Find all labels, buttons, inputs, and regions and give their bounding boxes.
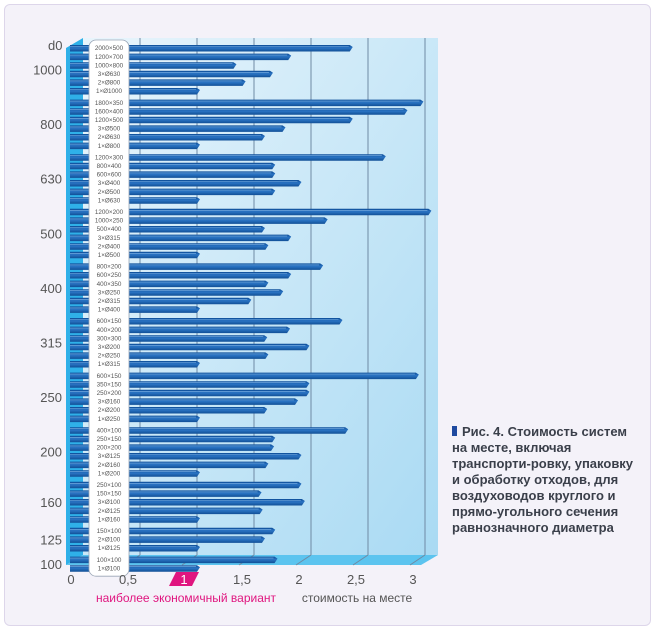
bar-label: 350×150 — [97, 381, 122, 388]
bar-label-box — [88, 39, 130, 577]
bar-label: 2×Ø630 — [98, 134, 121, 141]
bar-label: 3×Ø400 — [98, 180, 121, 187]
bar-label: 2×Ø400 — [98, 243, 121, 250]
x-tick-label: 2 — [295, 572, 302, 587]
bar-label: 1200×200 — [95, 209, 124, 216]
caption-marker — [452, 426, 457, 436]
bar-label: 2×Ø200 — [98, 407, 121, 414]
bar-label: 400×350 — [97, 281, 122, 288]
d0-label: 315 — [40, 336, 62, 351]
bar-label: 250×200 — [97, 390, 122, 397]
bar-label: 100×100 — [97, 557, 122, 564]
bar-label: 1600×400 — [95, 108, 124, 115]
bar-label: 2×Ø315 — [98, 298, 121, 305]
bar-label: 150×150 — [97, 491, 122, 498]
y-axis-header: d0 — [48, 38, 62, 53]
bar-label: 3×Ø250 — [98, 289, 121, 296]
bar-label: 3×Ø100 — [98, 499, 121, 506]
d0-labels: 1000 800 630 500 400 315 250 200 160 125 100 — [33, 63, 62, 572]
bar-label: 600×250 — [97, 272, 122, 279]
bar-label: 500×400 — [97, 226, 122, 233]
d0-label: 100 — [40, 557, 62, 572]
bar-label: 1×Ø315 — [98, 361, 121, 368]
bar-label: 1×Ø100 — [98, 565, 121, 572]
highlight-tick-marker — [169, 572, 199, 586]
bar-label: 1200×700 — [95, 54, 124, 61]
bar-label: 2×Ø160 — [98, 462, 121, 469]
bar-label: 250×150 — [97, 436, 122, 443]
bar-label: 150×100 — [97, 528, 122, 535]
caption-figure-number: Рис. 4. — [462, 424, 504, 439]
bar-label: 2×Ø500 — [98, 189, 121, 196]
highlight-label: наиболее экономичный вариант — [96, 591, 277, 605]
bar-label: 300×300 — [97, 335, 122, 342]
x-tick-label: 2,5 — [347, 572, 365, 587]
d0-label: 500 — [40, 226, 62, 241]
bar-label: 3×Ø500 — [98, 126, 121, 133]
d0-label: 630 — [40, 172, 62, 187]
d0-label: 400 — [40, 281, 62, 296]
bar-label: 600×150 — [97, 373, 122, 380]
bar-label: 1000×800 — [95, 62, 124, 69]
x-tick-label: 1,5 — [233, 572, 251, 587]
bar-labels: 2000×5001200×7001000×8003×Ø6302×Ø8001×Ø1… — [95, 45, 124, 572]
bar-label: 2×Ø100 — [98, 537, 121, 544]
bar-label: 1200×300 — [95, 154, 124, 161]
gridline-floor — [352, 554, 369, 566]
bar-label: 800×400 — [97, 163, 122, 170]
bar-label: 1×Ø200 — [98, 470, 121, 477]
bar-label: 1200×500 — [95, 117, 124, 124]
x-tick-labels: 0 0,5 1,5 2 2,5 3 — [67, 572, 416, 587]
bar-label: 600×600 — [97, 172, 122, 179]
d0-label: 250 — [40, 390, 62, 405]
d0-label: 160 — [40, 495, 62, 510]
bar-label: 1000×250 — [95, 218, 124, 225]
bar-label: 200×200 — [97, 445, 122, 452]
bar-label: 3×Ø315 — [98, 235, 121, 242]
x-tick-label: 3 — [409, 572, 416, 587]
bar-label: 400×100 — [97, 427, 122, 434]
bar-label: 1×Ø630 — [98, 197, 121, 204]
highlight-tick-label: 1 — [180, 572, 187, 587]
bar-label: 1×Ø160 — [98, 516, 121, 523]
bar-label: 3×Ø200 — [98, 344, 121, 351]
gridline-floor — [409, 554, 426, 566]
figure-caption: Рис. 4. Стоимость систем на месте, включ… — [452, 424, 637, 536]
bar-label: 1×Ø1000 — [96, 88, 123, 95]
bar-label: 3×Ø160 — [98, 399, 121, 406]
bar-label: 2×Ø125 — [98, 508, 121, 515]
bar-label: 1800×350 — [95, 100, 124, 107]
bar-label: 600×150 — [97, 318, 122, 325]
bar-label: 400×200 — [97, 327, 122, 334]
bar-label: 800×200 — [97, 264, 122, 271]
bar-label: 3×Ø630 — [98, 71, 121, 78]
bar-label: 250×100 — [97, 482, 122, 489]
caption-text: Стоимость систем на месте, включая транс… — [452, 424, 634, 535]
bar-label: 1×Ø500 — [98, 252, 121, 259]
bar-label: 2×Ø250 — [98, 353, 121, 360]
x-tick-label: 0 — [67, 572, 74, 587]
bar-label: 1×Ø125 — [98, 545, 121, 552]
bar-label: 1×Ø400 — [98, 307, 121, 314]
bar-label: 1×Ø250 — [98, 416, 121, 423]
d0-label: 125 — [40, 532, 62, 547]
bar-label: 2×Ø800 — [98, 80, 121, 87]
bar-label: 3×Ø125 — [98, 453, 121, 460]
bar-label: 2000×500 — [95, 45, 124, 52]
d0-label: 800 — [40, 117, 62, 132]
x-axis-label: стоимость на месте — [302, 591, 413, 605]
gridline-floor — [295, 554, 312, 566]
bar-label: 1×Ø800 — [98, 143, 121, 150]
d0-label: 200 — [40, 445, 62, 460]
x-tick-label: 0,5 — [119, 572, 137, 587]
d0-label: 1000 — [33, 63, 62, 78]
